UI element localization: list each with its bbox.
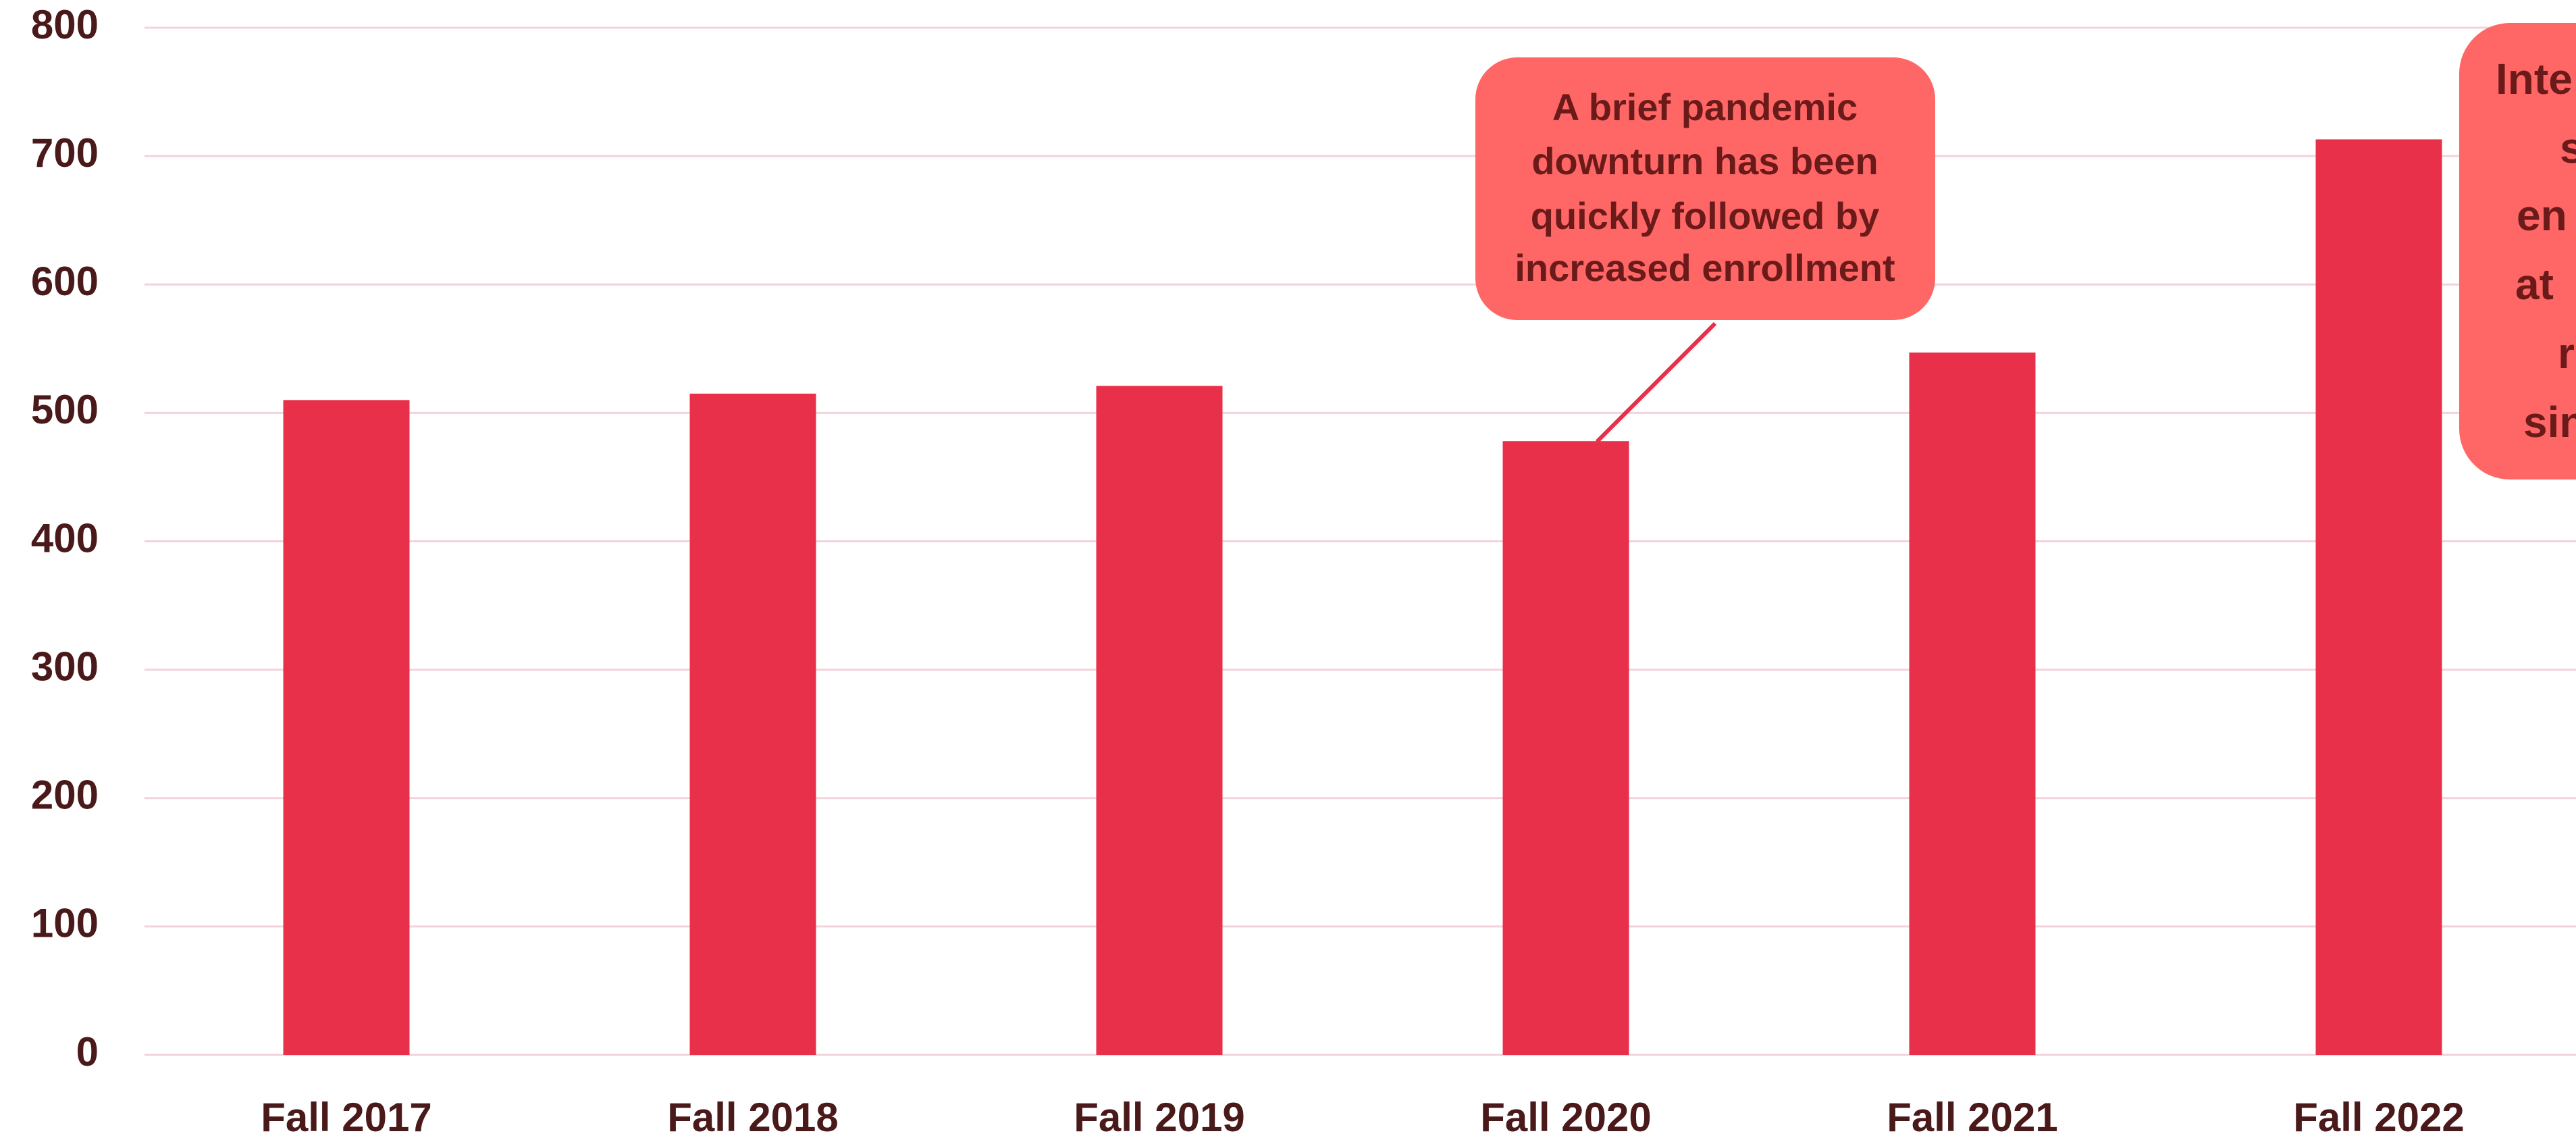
bar xyxy=(1502,441,1629,1055)
callout-text: at xyxy=(2515,260,2554,309)
callout-leader xyxy=(1595,321,1717,444)
callout-text: s xyxy=(2560,124,2576,172)
callout-text: sin xyxy=(2523,398,2576,446)
bar xyxy=(1909,353,2036,1055)
y-tick-label: 800 xyxy=(31,2,99,47)
bar xyxy=(1096,386,1223,1055)
y-tick-label: 100 xyxy=(31,901,99,946)
y-tick-label: 700 xyxy=(31,130,99,176)
y-tick-label: 400 xyxy=(31,515,99,561)
bar xyxy=(689,393,816,1055)
x-tick-label: Fall 2018 xyxy=(667,1095,839,1140)
callout-text: downturn has been xyxy=(1531,140,1878,182)
callout-box xyxy=(1475,57,1935,320)
x-tick-label: Fall 2017 xyxy=(261,1095,432,1140)
x-tick-label: Fall 2019 xyxy=(1074,1095,1245,1140)
y-tick-label: 500 xyxy=(31,387,99,432)
y-tick-label: 200 xyxy=(31,773,99,818)
callout-text: en xyxy=(2517,191,2567,240)
callout-text: quickly followed by xyxy=(1531,194,1880,237)
callout-text: ri xyxy=(2558,329,2576,378)
x-tick-label: Fall 2020 xyxy=(1480,1095,1652,1140)
bar xyxy=(283,400,410,1055)
y-tick-label: 600 xyxy=(31,259,99,304)
callout-text: A brief pandemic xyxy=(1552,86,1858,128)
y-tick-label: 0 xyxy=(76,1029,99,1074)
callout-text: increased enrollment xyxy=(1515,246,1895,289)
callout-box xyxy=(2459,23,2576,479)
bar xyxy=(2315,139,2442,1056)
y-tick-label: 300 xyxy=(31,644,99,689)
x-tick-label: Fall 2021 xyxy=(1887,1095,2058,1140)
callout-text: Inte xyxy=(2496,55,2573,103)
x-tick-label: Fall 2022 xyxy=(2293,1095,2465,1140)
